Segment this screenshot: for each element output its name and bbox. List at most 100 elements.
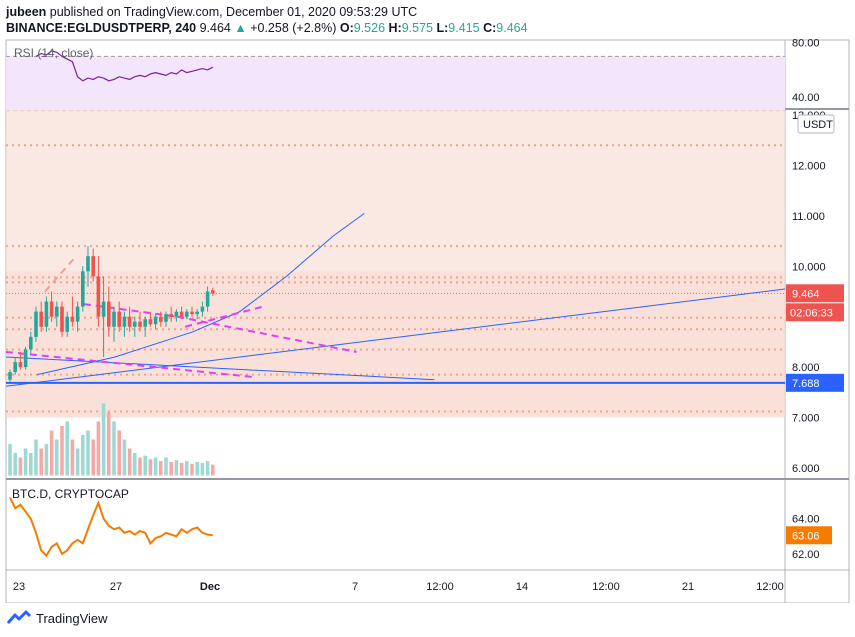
candle-body [13,362,17,373]
close-label: C: [483,21,497,35]
candle-body [60,306,64,332]
volume-bar [200,462,205,476]
candle-body [101,301,106,317]
volume-bar [122,439,127,476]
btcd-last-badge [786,526,832,545]
volume-bar [153,457,158,476]
brand-name[interactable]: TradingView [36,610,108,626]
volume-bar [138,457,142,476]
chart-canvas[interactable]: RSI (14, close)80.0040.0013.00012.00011.… [0,38,855,603]
parabolic-curve [37,212,365,376]
candle-body [190,311,194,315]
countdown-label: 02:06:33 [790,307,833,319]
trendline [5,356,435,381]
candle-body [164,314,168,322]
candle-body [18,362,23,368]
rsi-title: RSI (14, close) [14,46,93,60]
inner-zone [6,271,785,418]
support-badge [786,373,844,392]
dashed-trendline [184,305,264,328]
volume-bar [195,461,199,476]
open-label: O: [339,21,354,35]
volume-bar [65,421,69,476]
author-name[interactable]: jubeen [6,5,47,19]
candle-body [44,301,49,327]
high-value: 9.575 [401,21,433,35]
symbol-name[interactable]: BINANCE:EGLDUSDTPERP, 240 [6,21,197,35]
candle-body [8,372,12,380]
time-tick-label: Dec [200,581,220,593]
dashed-trendline [177,315,357,353]
currency-box [797,114,835,134]
volume-bar [39,448,43,476]
volume-bar [81,434,85,476]
volume-bar [185,461,189,476]
candle-body [75,306,80,322]
countdown-badge [786,303,844,322]
low-value: 9.415 [448,21,480,35]
volume-bar [159,461,163,476]
volume-bar [169,461,173,476]
price-tick-label: 11.000 [792,211,825,223]
candle-body [179,311,184,317]
time-tick-label: 12:00 [756,581,784,593]
candle-body [138,321,142,327]
time-tick-label: 14 [516,581,528,593]
volume-bar [148,459,153,476]
candle-body [39,311,43,327]
candle-body [112,311,116,327]
volume-bar [112,421,116,476]
price-tick-label: 6.000 [792,463,820,475]
open-value: 9.526 [353,21,386,35]
volume-bar [205,461,210,476]
volume-bar [117,430,121,476]
volume-bar [164,457,168,476]
time-tick-label: 12:00 [426,581,454,593]
symbol-info: BINANCE:EGLDUSDTPERP, 240 9.464 ▲ +0.258… [6,20,846,36]
volume-bar [179,462,184,476]
currency-label: USDT [803,119,833,131]
volume-bar [49,430,54,476]
change-arrow-icon: ▲ [234,21,247,35]
time-tick-label: 27 [110,581,122,593]
rsi-tick-label: 40.00 [792,92,820,104]
candle-body [55,306,59,317]
candle-body [148,319,153,325]
candle-body [127,316,132,327]
candle-body [133,321,137,327]
tradingview-logo-icon[interactable] [6,610,32,626]
price-tick-label: 12.000 [792,160,826,172]
chart-header: jubeen published on TradingView.com, Dec… [6,4,846,36]
btcd-tick-label: 64.00 [792,514,820,526]
rsi-tick-label: 80.00 [792,38,820,50]
price-tick-label: 8.000 [792,362,820,374]
candle-body [29,336,33,350]
btcd-title: BTC.D, CRYPTOCAP [12,487,129,501]
candle-body [70,316,75,322]
dashed-trendline [5,350,256,379]
volume-bar [8,443,12,476]
volume-bar [143,455,147,476]
candle-body [153,316,158,325]
volume-bar [127,448,132,476]
support-label: 7.688 [792,378,820,390]
volume-bar [34,439,38,476]
volume-bar [86,430,90,476]
volume-bar [29,452,33,476]
candle-body [117,311,121,327]
candle-body [195,311,199,315]
candle-body [65,316,69,332]
volume-bar [60,425,64,476]
volume-bar [13,452,17,476]
candle-body [143,319,147,327]
volume-bar [211,464,215,476]
candle-body [174,311,179,317]
price-change: +0.258 (+2.8%) [250,21,337,35]
volume-bar [107,412,111,476]
last-price-badge [786,284,844,303]
candle-body [169,314,173,317]
btcd-last-label: 63.06 [792,530,820,542]
volume-bar [44,443,49,476]
footer: TradingView [6,610,108,626]
published-text: published on TradingView.com, December 0… [49,5,418,19]
